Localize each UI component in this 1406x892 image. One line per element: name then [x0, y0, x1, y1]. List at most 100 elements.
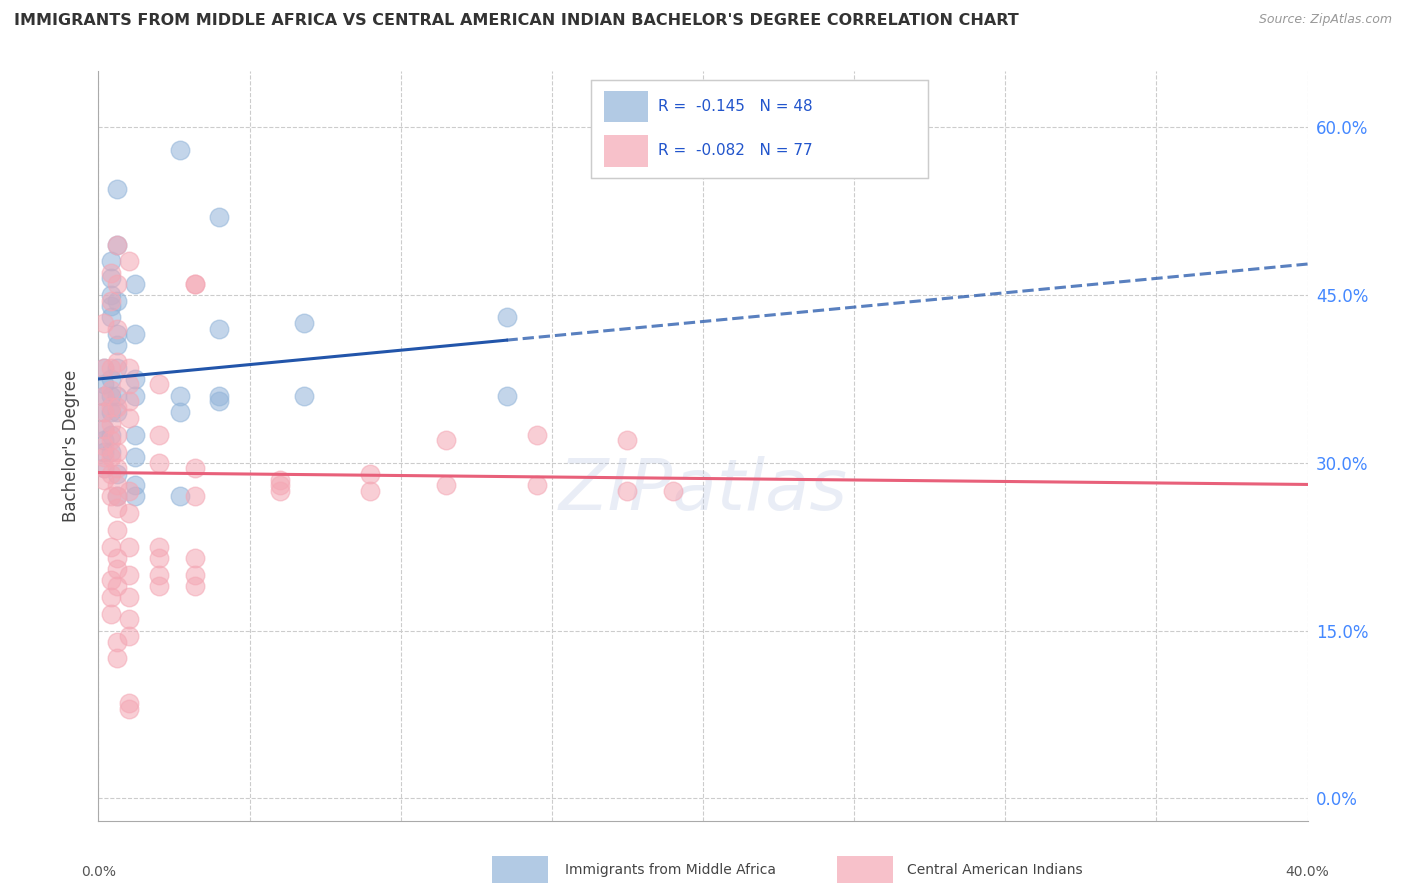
Point	[118, 254, 141, 268]
Point	[105, 360, 128, 375]
Point	[124, 372, 146, 386]
Point	[118, 629, 141, 643]
Point	[100, 540, 122, 554]
Point	[105, 355, 128, 369]
Point	[495, 310, 517, 325]
Point	[105, 562, 128, 576]
Point	[105, 461, 128, 475]
Point	[118, 411, 141, 425]
Point	[93, 422, 115, 436]
Point	[124, 478, 146, 492]
Text: 40.0%: 40.0%	[1285, 865, 1330, 880]
Text: Immigrants from Middle Africa: Immigrants from Middle Africa	[565, 863, 776, 877]
Point	[184, 277, 207, 291]
Point	[184, 579, 207, 593]
Point	[105, 634, 128, 648]
Point	[100, 266, 122, 280]
Text: R =  -0.082   N = 77: R = -0.082 N = 77	[658, 144, 813, 159]
Point	[93, 461, 115, 475]
Bar	[605, 91, 648, 122]
Point	[148, 540, 170, 554]
Point	[93, 434, 115, 448]
Point	[93, 389, 115, 403]
Point	[105, 444, 128, 458]
Point	[208, 394, 231, 409]
Point	[105, 400, 128, 414]
Point	[124, 327, 146, 342]
Point	[184, 567, 207, 582]
Text: ZIPatlas: ZIPatlas	[558, 457, 848, 525]
Point	[93, 450, 115, 465]
Point	[105, 327, 128, 342]
Point	[93, 389, 115, 403]
Point	[208, 389, 231, 403]
Point	[93, 360, 115, 375]
Point	[100, 417, 122, 431]
Point	[105, 293, 128, 308]
Point	[616, 483, 638, 498]
Point	[526, 478, 548, 492]
Point	[118, 506, 141, 520]
Point	[169, 489, 191, 503]
Point	[100, 288, 122, 302]
Point	[100, 299, 122, 313]
Point	[100, 372, 122, 386]
Point	[100, 467, 122, 481]
Point	[105, 523, 128, 537]
Point	[148, 456, 170, 470]
Point	[105, 489, 128, 503]
Point	[434, 434, 457, 448]
Point	[148, 427, 170, 442]
Point	[616, 434, 638, 448]
Point	[118, 394, 141, 409]
Point	[100, 450, 122, 465]
Point	[124, 489, 146, 503]
Point	[100, 383, 122, 397]
Point	[269, 478, 291, 492]
Point	[526, 427, 548, 442]
Point	[93, 405, 115, 419]
Point	[148, 567, 170, 582]
Point	[118, 702, 141, 716]
Point	[105, 389, 128, 403]
Text: R =  -0.145   N = 48: R = -0.145 N = 48	[658, 99, 813, 114]
Point	[100, 434, 122, 448]
Point	[148, 377, 170, 392]
Point	[269, 473, 291, 487]
Point	[105, 579, 128, 593]
Point	[105, 489, 128, 503]
Point	[434, 478, 457, 492]
Y-axis label: Bachelor's Degree: Bachelor's Degree	[62, 370, 80, 522]
Point	[269, 483, 291, 498]
Point	[118, 590, 141, 604]
Point	[208, 321, 231, 335]
Point	[105, 467, 128, 481]
Point	[100, 360, 122, 375]
Point	[118, 540, 141, 554]
Point	[360, 483, 382, 498]
Point	[93, 461, 115, 475]
Point	[124, 427, 146, 442]
Point	[184, 277, 207, 291]
Point	[100, 607, 122, 621]
Point	[169, 405, 191, 419]
Point	[93, 316, 115, 330]
Point	[118, 360, 141, 375]
Point	[148, 579, 170, 593]
Point	[93, 422, 115, 436]
Point	[105, 550, 128, 565]
Point	[105, 321, 128, 335]
Bar	[605, 136, 648, 167]
Point	[124, 389, 146, 403]
Point	[100, 405, 122, 419]
Point	[118, 567, 141, 582]
Point	[292, 316, 315, 330]
Point	[184, 461, 207, 475]
Point	[105, 500, 128, 515]
Point	[105, 237, 128, 252]
Point	[105, 427, 128, 442]
Point	[661, 483, 683, 498]
Point	[100, 427, 122, 442]
Text: 0.0%: 0.0%	[82, 865, 115, 880]
Point	[124, 450, 146, 465]
